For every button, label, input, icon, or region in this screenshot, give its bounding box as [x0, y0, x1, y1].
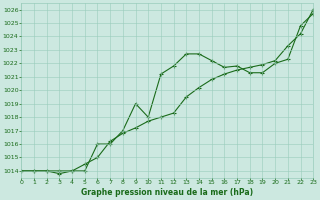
X-axis label: Graphe pression niveau de la mer (hPa): Graphe pression niveau de la mer (hPa) [81, 188, 253, 197]
